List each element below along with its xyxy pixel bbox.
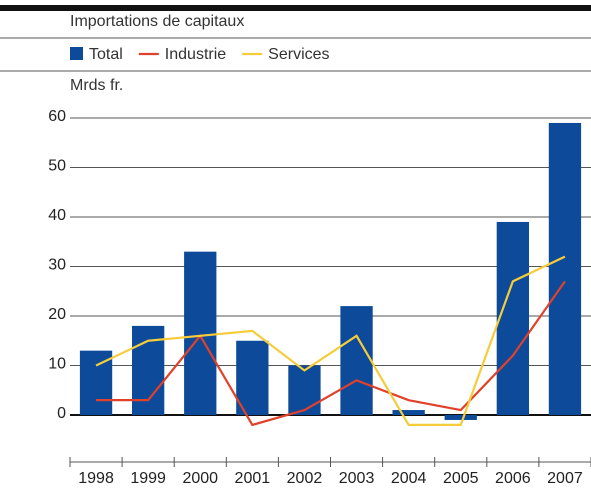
- y-tick-label: 30: [48, 257, 66, 274]
- chart-title: Importations de capitaux: [70, 13, 244, 30]
- legend: Total Industrie Services: [70, 46, 330, 63]
- x-tick-label: 1998: [78, 470, 114, 487]
- bar: [444, 415, 477, 420]
- top-rule: [0, 5, 591, 11]
- x-tick-label: 2004: [391, 470, 427, 487]
- line-series: [96, 280, 566, 427]
- bar: [496, 221, 530, 415]
- x-tick-label: 2007: [547, 470, 583, 487]
- y-tick-label: 0: [57, 405, 66, 422]
- bar: [184, 251, 217, 415]
- y-axis-label: Mrds fr.: [70, 77, 123, 94]
- bar: [392, 410, 425, 415]
- line-series: [95, 255, 566, 426]
- bar: [236, 340, 269, 415]
- legend-label: Industrie: [165, 46, 226, 63]
- x-tick-label: 2005: [443, 470, 479, 487]
- y-tick-label: 10: [48, 356, 66, 373]
- legend-label: Services: [268, 46, 329, 63]
- y-tick-label: 40: [48, 207, 66, 224]
- x-tick-label: 2000: [182, 470, 218, 487]
- x-tick-label: 2002: [287, 470, 323, 487]
- bar: [340, 306, 373, 415]
- x-tick-label: 2003: [339, 470, 375, 487]
- x-tick-label: 2001: [235, 470, 271, 487]
- x-tick-label: 1999: [130, 470, 166, 487]
- bar: [288, 365, 321, 415]
- legend-label: Total: [89, 46, 123, 63]
- x-tick-label: 2006: [495, 470, 531, 487]
- y-tick-label: 50: [48, 158, 66, 175]
- bar: [548, 122, 582, 415]
- y-tick-label: 60: [48, 108, 66, 125]
- y-tick-label: 20: [48, 306, 66, 323]
- legend-swatch: [70, 47, 83, 60]
